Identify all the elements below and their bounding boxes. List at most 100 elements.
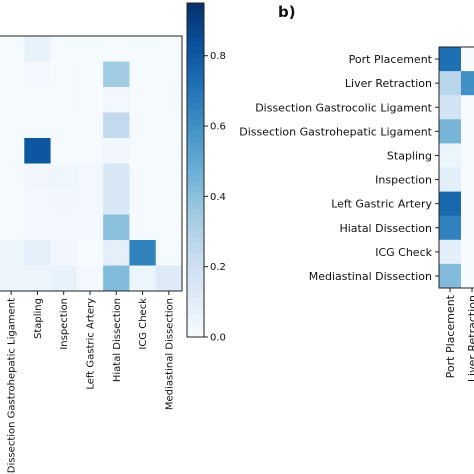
colorbar-segment <box>187 153 204 160</box>
colorbar-segment <box>187 14 204 21</box>
heatmap-a-cell <box>103 189 130 215</box>
colorbar-segment <box>187 25 204 32</box>
heatmap-a-cell <box>0 61 25 88</box>
heatmap-a-cell <box>155 265 183 292</box>
heatmap-a-cell <box>50 163 78 190</box>
colorbar-segment <box>187 53 204 60</box>
heatmap-a-cell <box>76 214 104 241</box>
colorbar-segment <box>187 30 204 37</box>
colorbar-segment <box>187 242 204 249</box>
colorbar-segment <box>187 8 204 15</box>
colorbar-segment <box>187 197 204 204</box>
panel-b-label: b) <box>278 3 296 21</box>
heatmap-a-cell <box>0 87 25 113</box>
heatmap-a-x-label: Dissection Gastrohepatic Ligament <box>7 298 18 473</box>
heatmap-b-frame <box>438 46 474 289</box>
heatmap-a-cell <box>0 214 25 241</box>
heatmap-b-cell <box>461 95 474 120</box>
heatmap-a-cell <box>129 214 157 241</box>
heatmap-a-cell <box>50 112 78 139</box>
heatmap-a-cell <box>129 189 157 215</box>
colorbar-segment <box>187 164 204 171</box>
heatmap-b-cell <box>439 47 462 72</box>
heatmap-a-cell <box>155 112 183 139</box>
colorbar-segment <box>187 75 204 82</box>
colorbar-segment <box>187 264 204 271</box>
heatmap-a-cell <box>129 36 157 62</box>
colorbar-segment <box>187 3 204 10</box>
heatmap-a-cell <box>103 138 130 164</box>
heatmap-a-cell <box>76 163 104 190</box>
heatmap-a-cell <box>0 112 25 139</box>
colorbar-segment <box>187 119 204 127</box>
heatmap-a-cell <box>24 163 52 190</box>
heatmap-a-x-label: Stapling <box>33 298 44 339</box>
heatmap-b-x-labels: Port Placement Liver Retraction <box>444 288 474 382</box>
heatmap-b-y-labels: Port Placement Liver Retraction Dissection… <box>239 53 439 283</box>
colorbar-segment <box>187 186 204 193</box>
colorbar-segment <box>187 231 204 238</box>
heatmap-b-cell <box>461 47 474 72</box>
heatmap-a-cell <box>50 87 78 113</box>
heatmap-a-cell <box>50 240 78 266</box>
colorbar-segment <box>187 147 204 154</box>
heatmap-b-y-label: Port Placement <box>349 53 433 66</box>
heatmap-b-y-label: Liver Retraction <box>345 77 432 90</box>
heatmap-a-cell <box>76 112 104 139</box>
heatmap-a-x-label: Left Gastric Artery <box>86 298 97 390</box>
heatmap-a-x-label: Hiatal Dissection <box>112 298 123 382</box>
heatmap-a-cell <box>103 36 130 62</box>
heatmap-a-x-label: Mediastinal Dissection <box>164 298 175 410</box>
heatmap-b-y-label: Hiatal Dissection <box>339 222 432 235</box>
heatmap-panel-a: Dissection Gastrohepatic Ligament Staplin… <box>0 2 226 473</box>
colorbar-tick-label: 0.2 <box>210 262 226 273</box>
heatmap-b-cell <box>439 119 462 144</box>
colorbar-segment <box>187 281 204 288</box>
colorbar-segment <box>187 325 204 333</box>
colorbar-segment <box>187 97 204 104</box>
colorbar-segment <box>187 58 204 65</box>
heatmap-a-cell <box>129 265 157 292</box>
heatmap-b-y-label: Stapling <box>387 149 432 162</box>
colorbar-segment <box>187 298 204 305</box>
colorbar-segment <box>187 259 204 266</box>
heatmap-a-x-label: Inspection <box>59 298 70 350</box>
heatmap-a-cell <box>129 87 157 113</box>
colorbar-segment <box>187 64 204 71</box>
colorbar-segment <box>187 236 204 243</box>
colorbar-tick-label: 0.0 <box>210 333 226 344</box>
colorbar-segment <box>187 69 204 76</box>
colorbar-segment <box>187 309 204 316</box>
heatmap-a-cell <box>103 214 130 241</box>
heatmap-a-cell <box>50 61 78 88</box>
heatmap-a-cells <box>0 36 183 292</box>
heatmap-a-cell <box>129 163 157 190</box>
heatmap-a-cell <box>155 240 183 266</box>
colorbar-segment <box>187 125 204 132</box>
heatmap-a-cell <box>103 87 130 113</box>
heatmap-a-cell <box>0 240 25 266</box>
colorbar-segment <box>187 86 204 93</box>
colorbar-tick-label: 0.8 <box>210 51 226 62</box>
heatmap-a-cell <box>155 214 183 241</box>
colorbar-segment <box>187 181 204 188</box>
heatmap-a-x-labels: Dissection Gastrohepatic Ligament Staplin… <box>7 298 176 473</box>
heatmap-b-cell <box>439 215 462 241</box>
heatmap-a-cell <box>24 61 52 88</box>
heatmap-b-cell <box>461 263 474 289</box>
colorbar-segment <box>187 314 204 321</box>
heatmap-a-cell <box>155 138 183 164</box>
colorbar-segment <box>187 214 204 221</box>
heatmap-a-cell <box>24 87 52 113</box>
heatmap-a-cell <box>76 61 104 88</box>
colorbar-segment <box>187 92 204 99</box>
heatmap-b-y-label: Inspection <box>375 174 432 187</box>
heatmap-a-x-ticks <box>10 291 170 295</box>
heatmap-a-cell <box>76 138 104 164</box>
heatmap-a-cell <box>103 61 130 88</box>
colorbar-segment <box>187 247 204 255</box>
heatmap-a-cell <box>76 189 104 215</box>
heatmap-b-cell <box>439 167 462 193</box>
colorbar-segment <box>187 36 204 43</box>
colorbar-segment <box>187 158 204 166</box>
